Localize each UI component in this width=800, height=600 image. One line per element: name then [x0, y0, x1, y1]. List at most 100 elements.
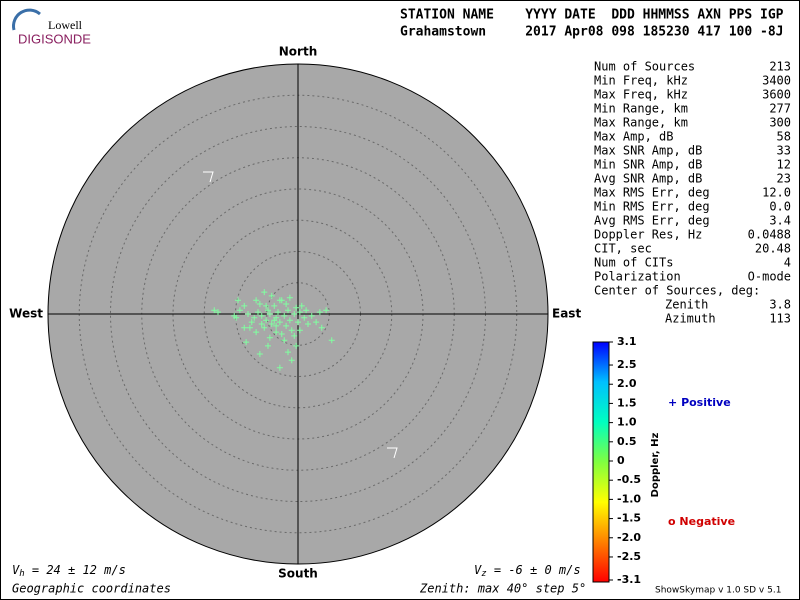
stat-value: 58: [777, 130, 791, 144]
colorbar-tick-label: 2.0: [617, 377, 637, 390]
stat-value: O-mode: [748, 270, 791, 284]
source-point: [251, 314, 258, 321]
colorbar-tick-label: -1.5: [617, 512, 641, 525]
colorbar: [592, 341, 610, 583]
source-point: [241, 302, 248, 309]
source-point: [296, 327, 303, 334]
colorbar-tick-label: -2.0: [617, 531, 641, 544]
legend-negative: o Negative: [668, 515, 735, 528]
stat-value: 213: [769, 60, 791, 74]
source-point: [295, 319, 301, 326]
logo-bottom: DIGISONDE: [18, 31, 91, 46]
vz-symbol: V: [474, 563, 482, 577]
source-point: [215, 309, 221, 316]
source-point: [288, 327, 295, 334]
stat-label: Avg RMS Err, deg: [594, 214, 710, 228]
source-point: [275, 309, 281, 316]
source-point: [243, 339, 250, 346]
source-point: [263, 302, 270, 309]
source-point: [256, 351, 263, 357]
source-point: [258, 321, 265, 327]
colorbar-tick-label: 3.1: [617, 335, 637, 348]
legend-positive: + Positive: [668, 396, 731, 409]
stat-label: Min SNR Amp, dB: [594, 158, 702, 172]
source-point: [278, 331, 285, 337]
north-label: North: [279, 45, 317, 59]
colorbar-tick-label: 1.5: [617, 396, 637, 409]
zenith-label: Zenith: max 40° step 5°: [419, 582, 586, 596]
legend-symbol: o: [668, 515, 676, 528]
source-point: [255, 309, 261, 316]
colorbar-tick-label: 1.0: [617, 416, 637, 429]
header-labels: STATION NAME YYYY DATE DDD HHMMSS AXN PP…: [400, 8, 784, 23]
source-point: [261, 289, 268, 296]
colorbar-tick-label: -3.1: [617, 573, 641, 586]
source-point: [268, 321, 275, 327]
source-point: [235, 297, 241, 304]
source-point: [245, 311, 251, 317]
logo-top: Lowell: [48, 18, 83, 32]
source-point: [246, 324, 253, 331]
east-label: East: [552, 307, 581, 321]
colorbar-tick-label: 0.5: [617, 435, 637, 448]
stat-value: 23: [777, 172, 791, 186]
source-point: [298, 302, 305, 309]
source-point: [263, 317, 270, 324]
colorbar-tick-label: -2.5: [617, 550, 641, 563]
source-point: [253, 297, 260, 304]
stat-value: 300: [769, 116, 791, 130]
source-point: [273, 322, 280, 329]
stat-value: 277: [769, 102, 791, 116]
source-point: [253, 329, 260, 336]
stat-label: Min Range, km: [594, 102, 688, 116]
source-point: [288, 357, 295, 364]
source-point: [273, 329, 280, 336]
stat-label: Max Amp, dB: [594, 130, 673, 144]
stat-label: Max SNR Amp, dB: [594, 144, 702, 158]
stat-label: CIT, sec: [594, 242, 652, 256]
stat-value: 4: [784, 256, 791, 270]
source-point: [285, 307, 291, 314]
stat-value: 0.0: [769, 200, 791, 214]
source-point: [308, 312, 315, 319]
source-point: [266, 334, 273, 341]
source-point: [301, 314, 308, 321]
stat-value: 20.48: [755, 242, 791, 256]
source-point: [276, 364, 283, 371]
source-point: [323, 307, 330, 314]
stat-value: 0.0488: [748, 228, 791, 242]
source-point: [316, 309, 323, 316]
source-point: [268, 292, 275, 299]
logo-arc: [12, 8, 41, 31]
vh: Vh = 24 ± 12 m/s: [12, 563, 126, 579]
stat-value: 3400: [762, 74, 791, 88]
stat-label: Max RMS Err, deg: [594, 186, 710, 200]
center-title: Center of Sources, deg:: [594, 284, 760, 298]
source-point: [265, 342, 271, 349]
source-point: [276, 319, 283, 326]
source-point: [293, 304, 300, 311]
legend-symbol: +: [668, 396, 677, 409]
source-point: [281, 312, 288, 319]
legend-label: Negative: [679, 515, 735, 528]
coords-label: Geographic coordinates: [12, 582, 171, 596]
source-point: [283, 322, 290, 329]
source-point: [305, 321, 311, 327]
header-values: Grahamstown 2017 Apr08 098 185230 417 10…: [400, 25, 784, 40]
stat-label: Num of CITs: [594, 256, 673, 270]
source-point: [266, 311, 273, 317]
stat-label: Min Freq, kHz: [594, 74, 688, 88]
source-point: [283, 301, 290, 307]
legend-label: Positive: [681, 396, 731, 409]
stat-value: 3600: [762, 88, 791, 102]
vh-sub: h: [19, 569, 24, 579]
source-point: [231, 312, 238, 319]
center-value: 113: [769, 312, 791, 326]
west-label: West: [9, 307, 43, 321]
source-point: [296, 309, 303, 316]
south-label: South: [278, 567, 318, 581]
source-point: [313, 319, 320, 326]
stat-label: Max Freq, kHz: [594, 88, 688, 102]
source-point: [276, 297, 283, 304]
marker: [387, 447, 398, 459]
